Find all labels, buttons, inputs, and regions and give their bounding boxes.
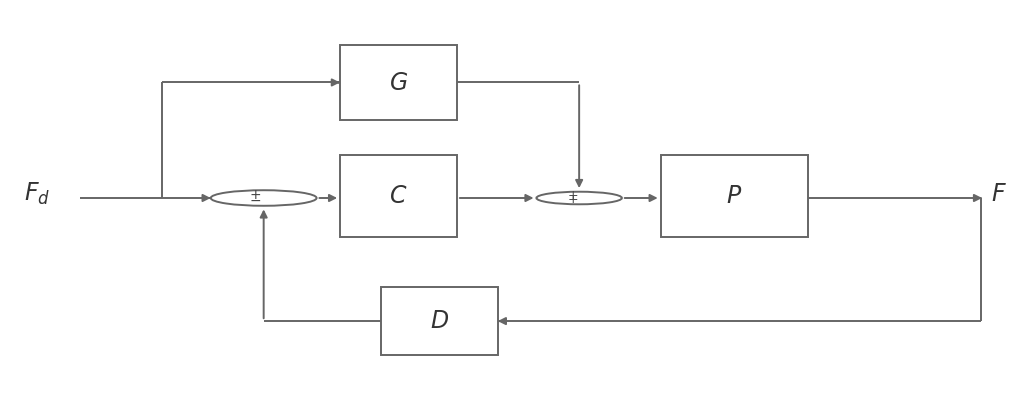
Text: $F$: $F$	[991, 182, 1008, 206]
Text: $\mathit{G}$: $\mathit{G}$	[389, 70, 408, 95]
Text: $F_d$: $F_d$	[24, 181, 50, 207]
Ellipse shape	[210, 190, 317, 206]
Text: $\mathit{C}$: $\mathit{C}$	[389, 184, 407, 208]
Text: $\mathit{D}$: $\mathit{D}$	[430, 309, 448, 333]
Bar	[381, 287, 498, 355]
Text: $\mathit{P}$: $\mathit{P}$	[726, 184, 743, 208]
Bar	[661, 155, 808, 237]
Ellipse shape	[537, 192, 622, 204]
Bar	[340, 155, 457, 237]
Bar	[340, 45, 457, 120]
Text: −: −	[250, 194, 262, 208]
Text: +: +	[250, 188, 262, 202]
Text: +: +	[567, 190, 578, 202]
Text: +: +	[567, 193, 578, 206]
